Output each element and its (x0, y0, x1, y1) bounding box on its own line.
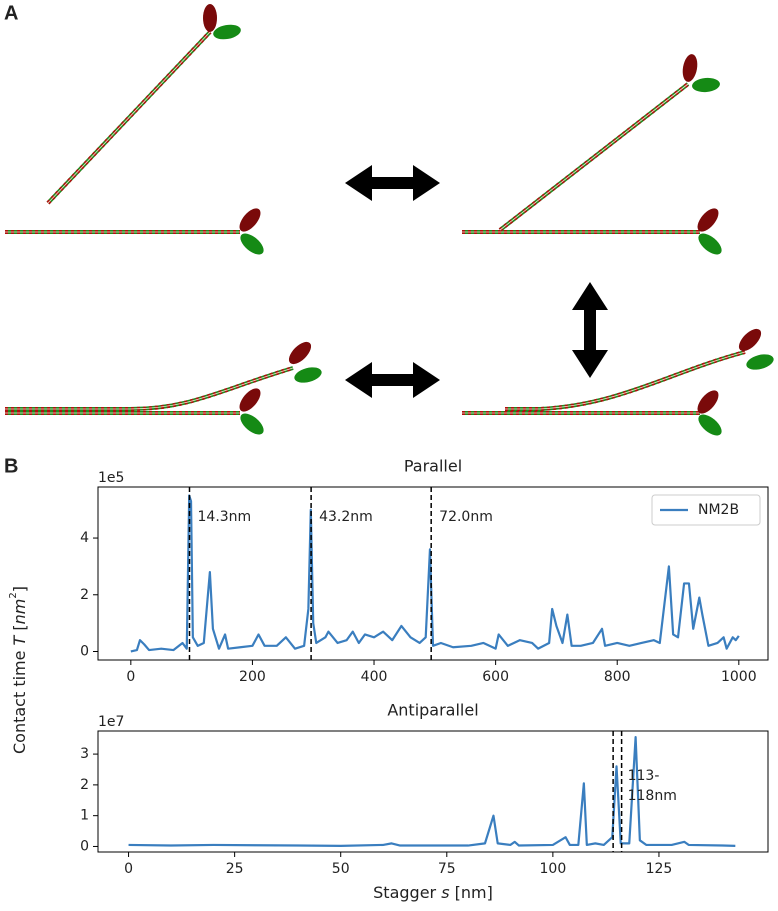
offset-text: 1e7 (98, 714, 124, 730)
data-line (130, 494, 740, 653)
y-tick-label: 0 (80, 643, 89, 659)
annotation: 43.2nm (319, 509, 373, 525)
head-red (288, 341, 312, 365)
head-red (738, 328, 762, 352)
head-green (692, 77, 720, 93)
y-tick-label: 2 (80, 777, 89, 793)
annotation: 72.0nm (439, 509, 493, 525)
filament-core (5, 367, 294, 410)
head-green (240, 233, 264, 255)
x-label-part: Stagger (373, 883, 441, 902)
filament-core (499, 83, 689, 231)
offset-text: 1e5 (98, 470, 124, 486)
x-tick-label: 25 (226, 861, 244, 877)
y-label-part: T (10, 634, 29, 645)
y-label-part: ] (10, 586, 29, 592)
head-green (240, 413, 264, 435)
x-tick-label: 400 (361, 669, 388, 685)
chart-title: Antiparallel (387, 701, 478, 720)
head-red (239, 388, 261, 412)
plot-frame (97, 730, 769, 853)
arrow (572, 282, 608, 378)
head-red (203, 4, 217, 32)
head-green (746, 354, 774, 370)
annotation: 113- (628, 768, 660, 784)
y-label-part: 2 (8, 592, 19, 598)
y-label-part: nm (10, 599, 29, 625)
x-label-part: s (441, 883, 449, 902)
x-tick-label: 125 (646, 861, 673, 877)
legend-box (651, 494, 761, 526)
panel-label: A (4, 2, 18, 24)
x-tick-label: 1000 (721, 669, 757, 685)
y-tick-label: 3 (80, 746, 89, 762)
arrow (345, 165, 440, 201)
x-tick-label: 600 (482, 669, 509, 685)
head-green (698, 233, 722, 255)
data-line (128, 736, 736, 847)
x-label-part: [nm] (450, 883, 493, 902)
head-green (294, 367, 322, 383)
panel-label: B (4, 455, 18, 477)
head-green (698, 414, 722, 436)
legend-label: NM2B (698, 502, 739, 518)
y-label-part: Contact time (10, 645, 29, 754)
x-tick-label: 0 (124, 861, 133, 877)
x-tick-label: 100 (540, 861, 567, 877)
y-label-part: [ (10, 624, 29, 635)
head-red (682, 54, 698, 82)
diagram (5, 4, 774, 436)
y-tick-label: 0 (80, 838, 89, 854)
x-tick-label: 0 (126, 669, 135, 685)
x-tick-label: 800 (604, 669, 631, 685)
head-red (697, 208, 719, 232)
head-green (213, 24, 241, 40)
filament-core (47, 31, 211, 204)
y-axis-label: Contact time T [nm2] (8, 586, 29, 754)
plot-frame (97, 486, 769, 661)
head-red (697, 390, 719, 414)
x-tick-label: 75 (438, 861, 456, 877)
head-red (239, 208, 261, 232)
chart-title: Parallel (404, 457, 462, 476)
y-tick-label: 1 (80, 808, 89, 824)
filament-core (505, 351, 746, 410)
y-tick-label: 4 (80, 530, 89, 546)
annotation: 14.3nm (198, 509, 252, 525)
y-tick-label: 2 (80, 587, 89, 603)
arrow (345, 362, 440, 398)
x-axis-label: Stagger s [nm] (373, 883, 493, 902)
x-tick-label: 200 (239, 669, 266, 685)
annotation: 118nm (628, 788, 677, 804)
x-tick-label: 50 (332, 861, 350, 877)
